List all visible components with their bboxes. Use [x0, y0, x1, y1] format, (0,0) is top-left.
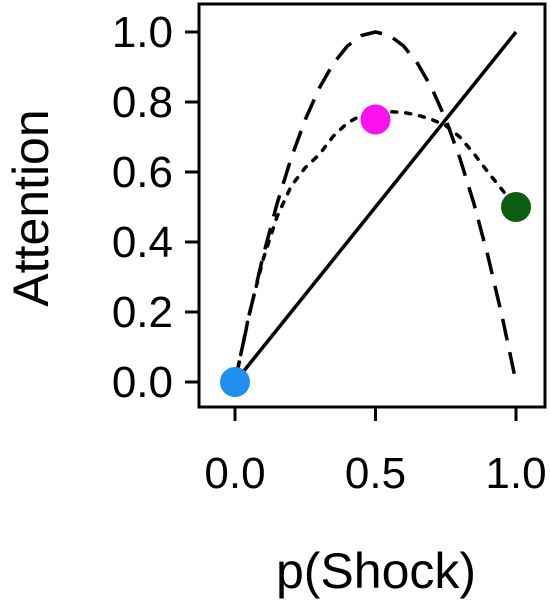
plot-frame — [197, 2, 547, 409]
data-point-1 — [360, 104, 391, 135]
y-tick-label: 0.2 — [112, 288, 173, 337]
y-tick-label: 0.8 — [112, 78, 173, 127]
curves — [233, 30, 518, 384]
data-point-0 — [220, 367, 250, 397]
series-dotted-line — [233, 109, 518, 384]
x-axis: 0.0 0.5 1.0 — [204, 407, 547, 498]
y-tick-label: 0.0 — [112, 358, 173, 407]
y-tick-label: 1.0 — [112, 8, 173, 57]
x-tick-label: 0.0 — [204, 449, 265, 498]
data-points — [220, 104, 531, 397]
y-axis-title: Attention — [3, 109, 59, 306]
data-point-2 — [501, 192, 531, 222]
y-axis: 0.0 0.2 0.4 0.6 0.8 1.0 — [112, 8, 199, 407]
y-tick-label: 0.4 — [112, 218, 173, 267]
y-tick-label: 0.6 — [112, 148, 173, 197]
x-axis-title: p(Shock) — [276, 543, 476, 599]
series-solid-line — [233, 30, 518, 384]
series-dashed-line — [233, 30, 518, 383]
x-tick-label: 0.5 — [345, 449, 406, 498]
x-tick-label: 1.0 — [485, 449, 546, 498]
